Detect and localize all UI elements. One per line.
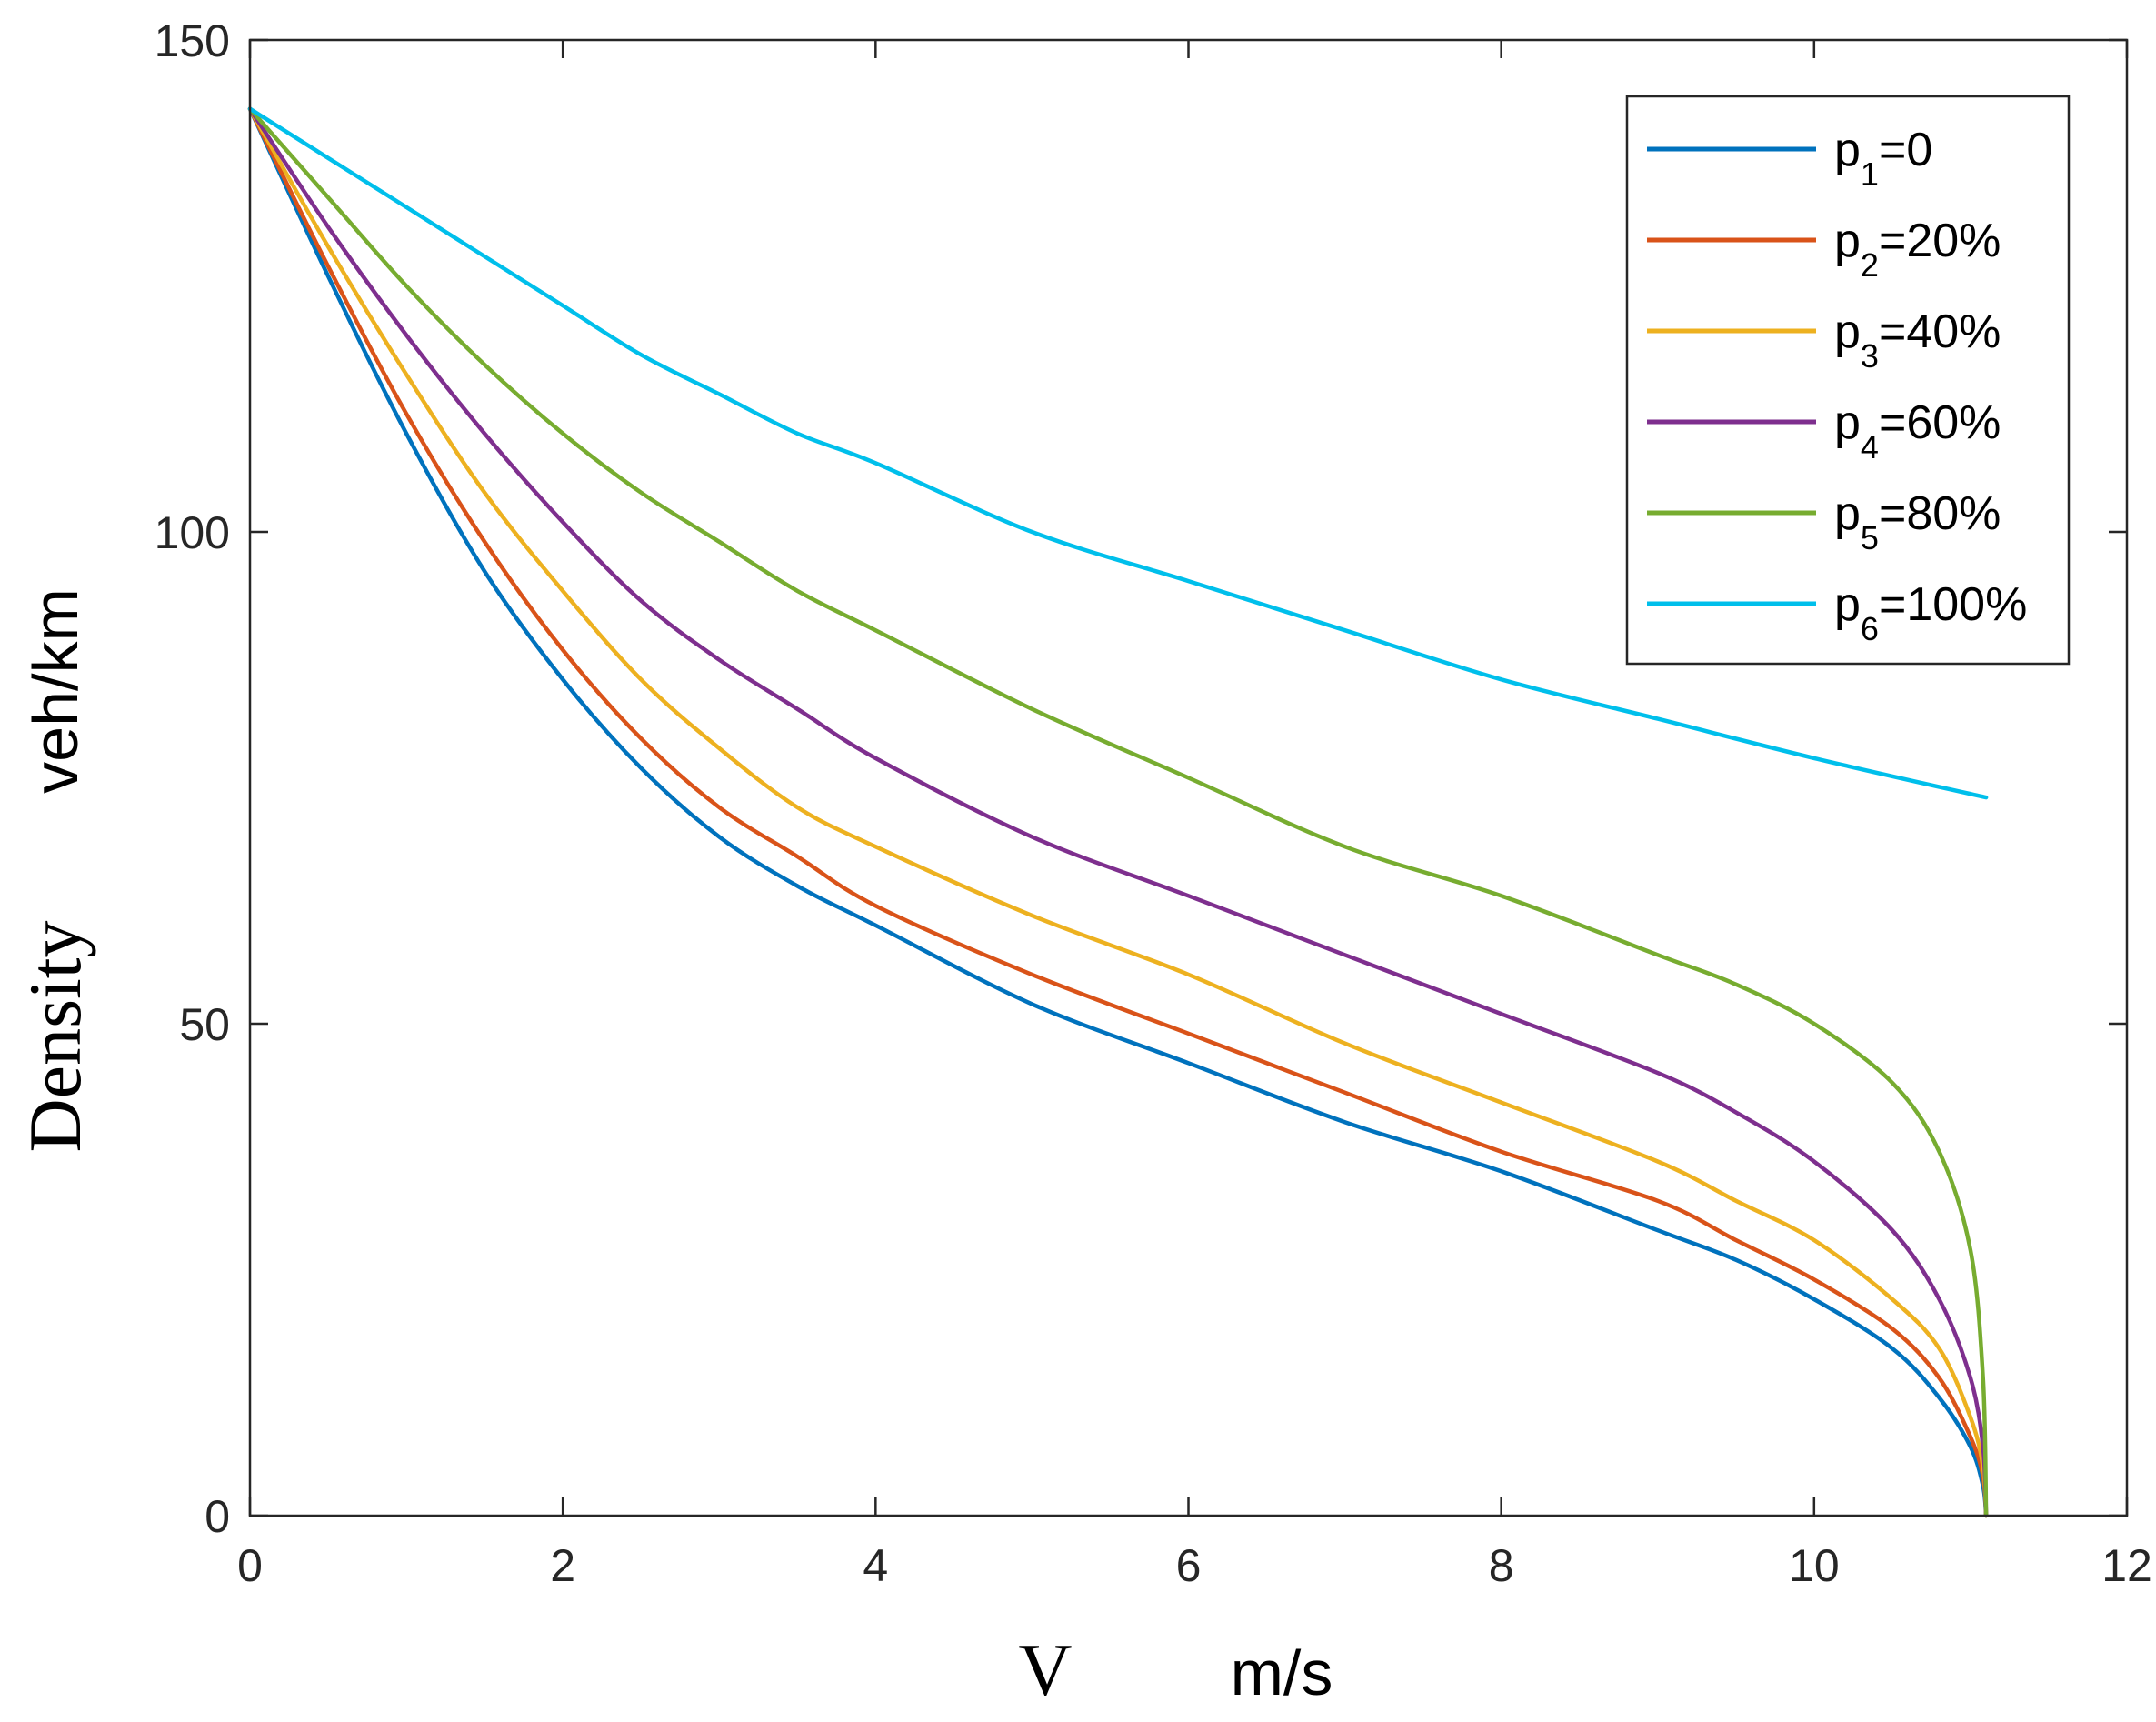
x-tick-label: 12 [2101,1540,2152,1591]
legend: p1=0 p2=20% p3=40% p4=60% p5=80% p6=100% [1625,95,2071,666]
x-tick-label: 10 [1789,1540,1840,1591]
x-tick-label: 4 [863,1540,888,1591]
legend-item-3: p3=40% [1647,305,2001,375]
series-layer [247,106,1989,1518]
y-tick-label: 100 [155,507,230,558]
legend-label: p1=0 [1834,124,1932,193]
legend-item-1: p1=0 [1647,124,1932,193]
legend-item-2: p2=20% [1647,215,2001,284]
legend-label: p5=80% [1834,487,2001,556]
y-tick-label: 50 [179,999,230,1050]
x-tick-label: 8 [1489,1540,1514,1591]
series-line-4 [247,106,1989,1518]
y-tick-label: 0 [205,1491,230,1542]
x-axis-label-unit: m/s [1231,1637,1333,1708]
legend-items: p1=0 p2=20% p3=40% p4=60% p5=80% p6=100% [1647,124,2027,647]
legend-item-5: p5=80% [1647,487,2001,556]
series-line-5 [247,106,1989,1518]
y-tick-label: 150 [155,15,230,66]
ticks-layer: 0 2 4 6 8 10 12 0 50 100 150 [155,15,2152,1591]
series-line-2 [247,106,1989,1518]
x-axis-label: V m/s [1018,1628,1333,1711]
x-axis-label-var: V [1018,1628,1072,1711]
legend-box [1625,95,2071,666]
legend-label: p4=60% [1834,396,2001,466]
series-line-1 [247,106,1989,1518]
x-tick-label: 0 [237,1540,263,1591]
legend-item-6: p6=100% [1647,578,2027,647]
series-line-3 [247,106,1989,1518]
plot-frame [248,38,2129,1517]
y-axis-label-unit: veh/km [20,588,91,794]
legend-label: p2=20% [1834,215,2001,284]
series-line-6 [247,106,1989,800]
x-tick-label: 6 [1176,1540,1202,1591]
legend-item-4: p4=60% [1647,396,2001,466]
x-tick-label: 2 [550,1540,575,1591]
y-axis-label: Density veh/km [14,588,96,1152]
legend-label: p6=100% [1834,578,2027,647]
legend-label: p3=40% [1834,305,2001,375]
y-axis-label-var: Density [14,920,96,1152]
